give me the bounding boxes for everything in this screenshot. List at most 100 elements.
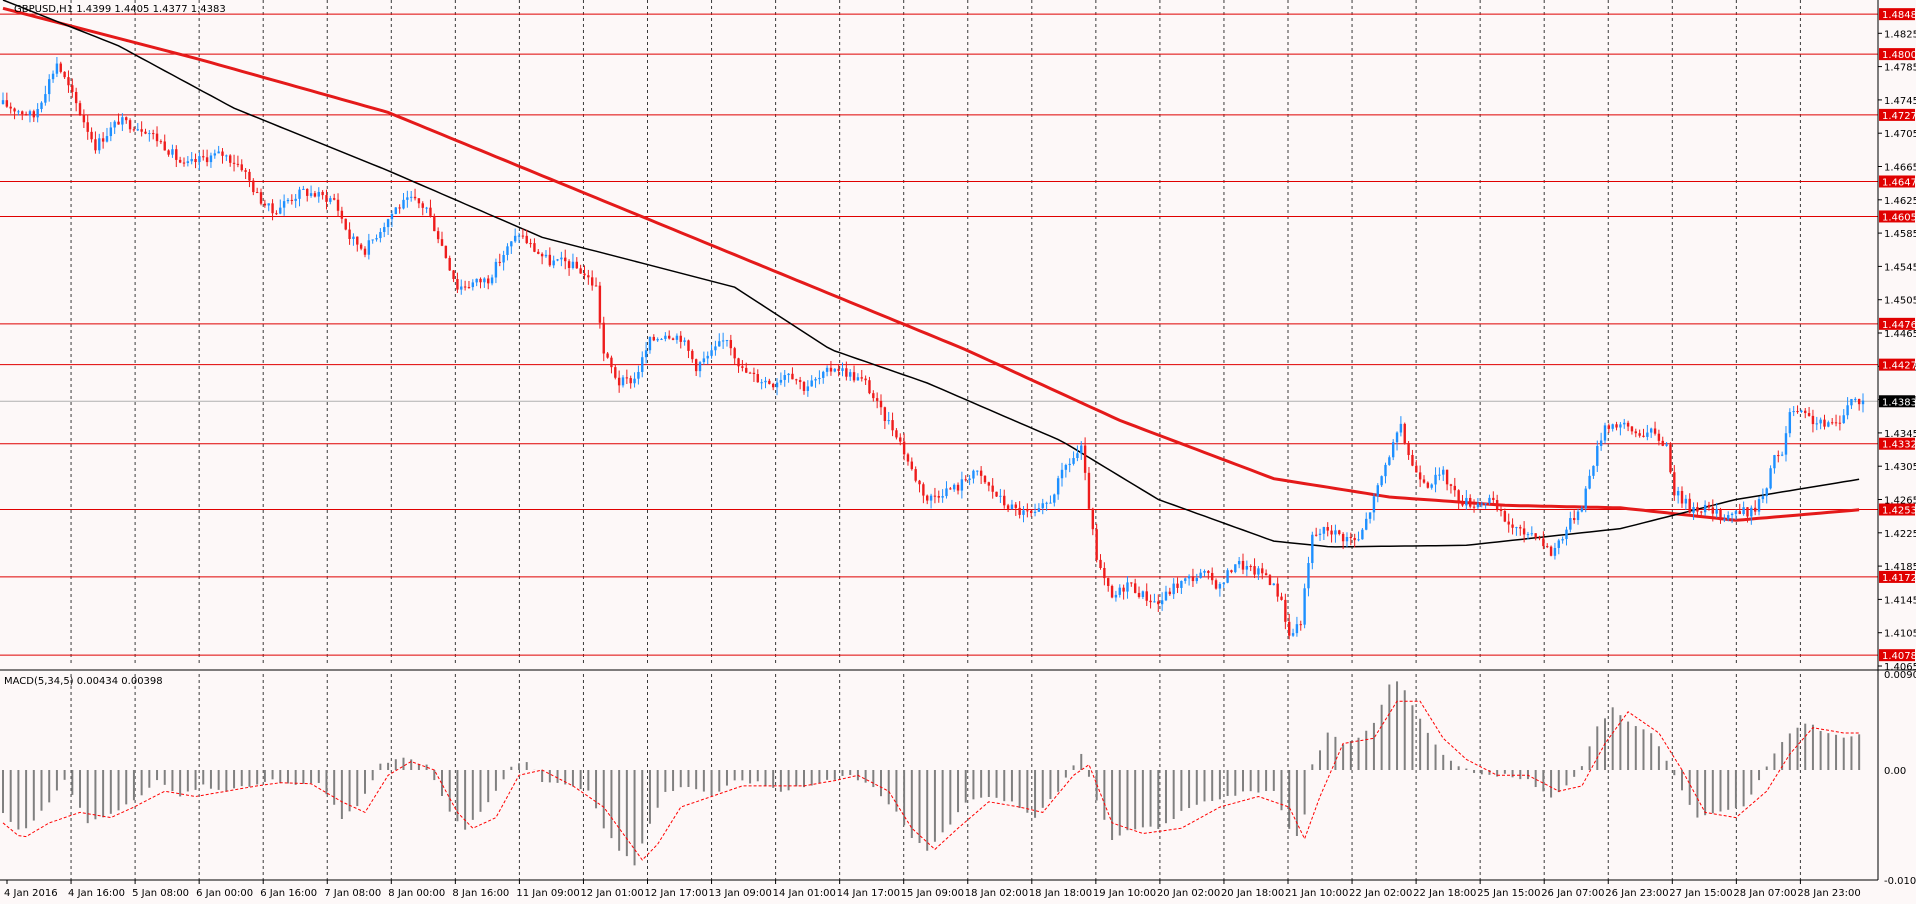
price-labels: 1.48481.48001.47271.46471.46051.44761.44…: [1879, 8, 1916, 662]
candle-body: [617, 377, 621, 386]
candle-body: [625, 377, 629, 379]
candle-body: [452, 270, 455, 280]
price-tick-label: 1.4785: [1884, 63, 1916, 74]
candle-body: [1083, 445, 1087, 473]
candle-body: [906, 454, 910, 462]
candle-body: [487, 278, 490, 284]
time-tick-label: 22 Jan 18:00: [1413, 888, 1476, 899]
candle-body: [737, 358, 740, 367]
candle-body: [1723, 519, 1726, 521]
candle-body: [637, 371, 640, 379]
candle-body: [78, 103, 82, 115]
candle-body: [529, 243, 532, 245]
candle-body: [429, 207, 432, 216]
candle-body: [1295, 624, 1299, 634]
candle-body: [406, 197, 409, 200]
candle-body: [1653, 428, 1657, 434]
candle-body: [1141, 591, 1145, 597]
candle-body: [190, 159, 193, 162]
candle-body: [675, 335, 679, 340]
candle-body: [1257, 568, 1260, 575]
candle-body: [1511, 524, 1514, 528]
candle-body: [271, 203, 274, 214]
candle-body: [771, 383, 775, 388]
candle-body: [683, 340, 686, 342]
horizontal-levels: [0, 13, 1878, 656]
candle-body: [1014, 504, 1017, 508]
candle-body: [1684, 498, 1688, 504]
candle-body: [1164, 591, 1168, 601]
time-tick-label: 20 Jan 18:00: [1221, 888, 1284, 899]
candle-body: [571, 261, 575, 268]
candle-body: [1857, 398, 1861, 405]
candle-body: [1434, 474, 1437, 485]
candle-body: [1214, 580, 1218, 589]
candle-body: [1846, 405, 1849, 416]
candle-body: [1311, 534, 1314, 564]
candle-body: [1080, 445, 1083, 454]
candle-body: [332, 198, 336, 200]
candle-body: [371, 239, 374, 241]
candle-body: [1854, 398, 1857, 400]
candle-body: [883, 407, 887, 422]
candle-body: [1022, 510, 1025, 515]
candle-body: [1288, 621, 1291, 636]
candle-body: [413, 196, 417, 199]
candle-body: [1619, 424, 1622, 428]
candle-body: [359, 244, 363, 249]
candle-body: [1750, 507, 1753, 517]
candle-body: [1526, 534, 1530, 536]
candle-body: [255, 192, 259, 194]
candle-body: [236, 163, 240, 165]
time-tick-label: 19 Jan 10:00: [1093, 888, 1156, 899]
candle-body: [1261, 568, 1264, 574]
level-label-box: [1879, 358, 1915, 371]
candle-body: [59, 63, 62, 72]
candle-body: [602, 322, 605, 354]
time-tick-label: 26 Jan 23:00: [1605, 888, 1668, 899]
candle-body: [21, 111, 24, 115]
candle-body: [856, 377, 860, 381]
candle-body: [660, 338, 663, 340]
candle-body: [144, 131, 147, 134]
candle-body: [1122, 587, 1125, 592]
candle-body: [1372, 496, 1376, 513]
candle-body: [1792, 411, 1795, 413]
candle-body: [837, 368, 840, 371]
candle-body: [1284, 599, 1287, 622]
candle-body: [398, 207, 401, 209]
candle-body: [644, 350, 648, 358]
level-label: 1.4172: [1882, 573, 1916, 584]
candle-body: [1592, 465, 1595, 476]
candle-body: [1449, 484, 1453, 486]
candle-body: [1365, 518, 1368, 530]
candle-body: [1053, 494, 1056, 503]
candle-body: [13, 108, 16, 112]
candle-body: [513, 235, 517, 242]
candle-body: [90, 131, 93, 140]
macd-title: MACD(5,34,5) 0.00434 0.00398: [4, 676, 163, 687]
candle-body: [1291, 633, 1295, 636]
candle-body: [132, 129, 136, 131]
candle-body: [822, 371, 825, 378]
candle-body: [1330, 530, 1333, 535]
candle-body: [1742, 507, 1745, 515]
candle-body: [1607, 425, 1611, 429]
candle-body: [937, 496, 940, 498]
candle-body: [718, 341, 721, 347]
candle-body: [1665, 444, 1668, 446]
candle-body: [1692, 507, 1695, 513]
candle-body: [1026, 510, 1029, 512]
candle-body: [1376, 485, 1379, 497]
candle-body: [725, 340, 729, 342]
candle-body: [1445, 469, 1449, 485]
candle-body: [521, 235, 525, 237]
candle-body: [1703, 504, 1707, 513]
candle-body: [1341, 533, 1345, 542]
candle-body: [1688, 498, 1691, 513]
candle-body: [548, 254, 552, 266]
candle-body: [1522, 528, 1526, 535]
candle-body: [860, 377, 863, 379]
candle-body: [67, 77, 70, 86]
